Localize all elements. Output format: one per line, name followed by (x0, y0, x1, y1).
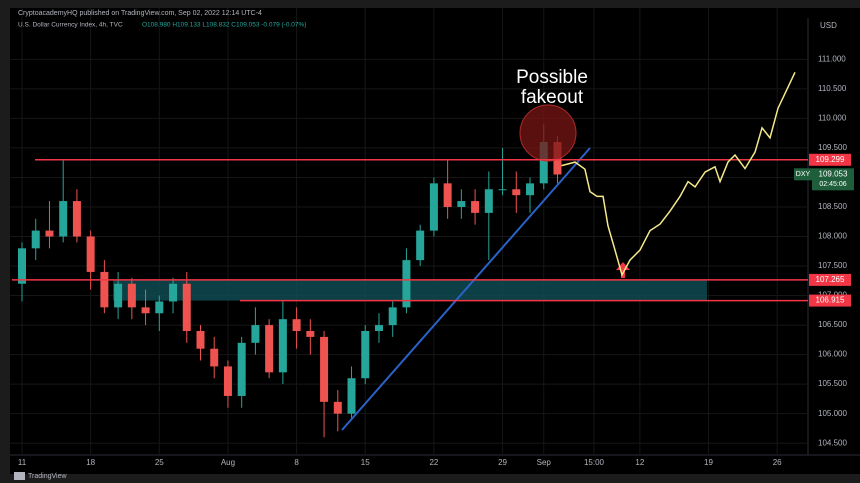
candle-body (182, 283, 191, 331)
trendline (341, 147, 591, 431)
candle-body (59, 201, 68, 237)
candle-body (100, 271, 109, 308)
y-tick-label: 105.000 (818, 409, 847, 418)
candle-body (251, 325, 260, 343)
candle-body (361, 330, 370, 379)
x-tick-label: Aug (221, 458, 235, 467)
x-tick-label: 22 (429, 458, 438, 467)
candle-body (320, 336, 329, 402)
level-label: 107.265 (816, 275, 845, 284)
symbol-box (794, 168, 812, 181)
candle-body (402, 260, 411, 308)
x-tick-label: 15:00 (584, 458, 605, 467)
y-tick-label: 109.500 (818, 143, 847, 152)
level-label-box (809, 153, 851, 166)
candle-body (210, 348, 219, 367)
candle-body (306, 330, 315, 337)
last-price-box (812, 168, 854, 191)
footer: TradingView (28, 473, 67, 480)
x-tick-label: 15 (361, 458, 370, 467)
candle-body (196, 330, 205, 349)
candle-body (526, 183, 535, 196)
header: CryptoacademyHQ published on TradingView… (18, 10, 262, 17)
candle-body (347, 378, 356, 414)
candle-body (471, 201, 480, 213)
axis-label: USD (820, 21, 837, 30)
candle-body (127, 283, 136, 308)
candle-body (223, 366, 232, 396)
candle-body (388, 307, 397, 326)
candle-body (512, 189, 521, 196)
candle-body (374, 325, 383, 331)
annotation: fakeout (521, 87, 584, 108)
ohlc-legend: O108.980 H109.133 L108.832 C109.053 -0.0… (142, 22, 306, 29)
chart-background (10, 8, 860, 474)
y-tick-label: 110.000 (818, 114, 847, 123)
candle-body (429, 183, 438, 231)
candle-body (539, 142, 548, 184)
candle-body (333, 401, 342, 414)
candle-body (416, 230, 425, 261)
x-tick-label: 12 (635, 458, 644, 467)
level-label-box (809, 273, 851, 286)
y-tick-label: 104.500 (818, 438, 847, 447)
y-tick-label: 106.000 (818, 350, 847, 359)
x-tick-label: 19 (704, 458, 713, 467)
x-tick-label: 25 (155, 458, 164, 467)
x-tick-label: 26 (773, 458, 782, 467)
candle-body (292, 319, 301, 331)
y-tick-label: 106.500 (818, 320, 847, 329)
y-tick-label: 108.500 (818, 202, 847, 211)
y-tick-label: 107.500 (818, 261, 847, 270)
x-tick-label: Sep (537, 458, 552, 467)
y-tick-label: 110.500 (818, 84, 847, 93)
candle-body (484, 189, 493, 213)
candle-body (45, 230, 54, 237)
candle-body (86, 236, 95, 272)
candle-body (443, 183, 452, 207)
y-tick-label: 105.500 (818, 379, 847, 388)
candle-body (278, 319, 287, 373)
candle-body (155, 301, 164, 314)
candle-body (141, 307, 150, 314)
level-label: 109.299 (816, 155, 845, 164)
candle-body (237, 342, 246, 396)
projection-line (561, 72, 796, 277)
overlay (12, 72, 808, 431)
highlight-circle (519, 104, 577, 162)
level-label-box (809, 294, 851, 307)
logo (14, 472, 25, 480)
x-tick-label: 18 (86, 458, 95, 467)
candle-body (169, 283, 178, 302)
candle-body (498, 189, 507, 191)
candles (18, 124, 562, 438)
candle-body (72, 201, 81, 237)
chart-title: U.S. Dollar Currency Index, 4h, TVC (18, 22, 123, 29)
candle-body (114, 283, 123, 308)
x-tick-label: 8 (294, 458, 299, 467)
x-tick-label: 11 (18, 458, 27, 467)
symbol-label: DXY (796, 171, 811, 178)
y-tick-label: 108.000 (818, 232, 847, 241)
candle-body (265, 325, 274, 373)
last-price-label: 109.053 (819, 169, 848, 178)
countdown-label: 02:45:06 (819, 181, 846, 188)
x-tick-label: 29 (498, 458, 507, 467)
y-tick-label: 111.000 (818, 54, 846, 63)
candle-body (31, 230, 40, 249)
level-label: 106.915 (816, 296, 845, 305)
annotation: Possible (516, 67, 588, 88)
candle-body (457, 201, 466, 207)
candle-body (18, 248, 26, 284)
